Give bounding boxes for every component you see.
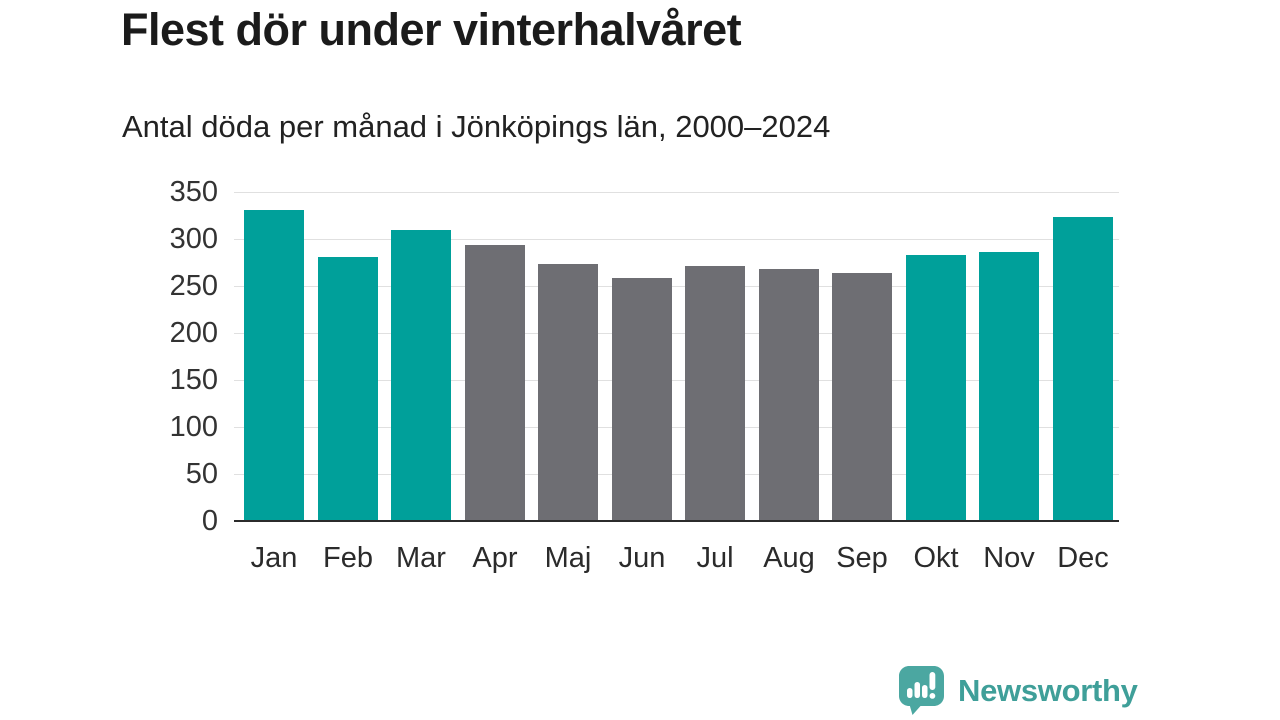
gridline-y250 [234, 286, 1119, 287]
x-axis-label-dec: Dec [1057, 542, 1109, 574]
bar-jul [685, 266, 745, 521]
bar-okt [906, 255, 966, 521]
newsworthy-logo: Newsworthy [898, 665, 1138, 720]
gridline-y350 [234, 192, 1119, 193]
bar-maj [538, 264, 598, 521]
x-axis-label-jul: Jul [696, 542, 734, 574]
gridline-y100 [234, 427, 1119, 428]
x-axis-line [234, 520, 1119, 522]
gridline-y200 [234, 333, 1119, 334]
gridline-y150 [234, 380, 1119, 381]
x-axis-label-nov: Nov [983, 542, 1035, 574]
y-axis-label: 200 [169, 317, 218, 349]
bar-mar [391, 230, 451, 521]
bar-dec [1053, 217, 1113, 521]
bar-jan [244, 210, 304, 521]
y-axis-label: 250 [169, 270, 218, 302]
y-axis-label: 150 [169, 364, 218, 396]
x-axis-label-sep: Sep [836, 542, 888, 574]
y-axis-label: 350 [169, 176, 218, 208]
gridline-y50 [234, 474, 1119, 475]
x-axis-label-maj: Maj [544, 542, 592, 574]
y-axis-label: 300 [169, 223, 218, 255]
x-axis-label-aug: Aug [763, 542, 815, 574]
bar-nov [979, 252, 1039, 521]
x-axis-label-mar: Mar [396, 542, 446, 574]
newsworthy-bubble-chart-icon [898, 665, 945, 720]
x-axis-label-jun: Jun [618, 542, 666, 574]
bar-feb [318, 257, 378, 521]
chart-subtitle: Antal döda per månad i Jönköpings län, 2… [122, 109, 831, 144]
x-axis-label-apr: Apr [472, 542, 518, 574]
x-axis-label-okt: Okt [913, 542, 959, 574]
x-axis-label-feb: Feb [323, 542, 373, 574]
bar-sep [832, 273, 892, 521]
bar-jun [612, 278, 672, 521]
bar-aug [759, 269, 819, 521]
gridline-y300 [234, 239, 1119, 240]
y-axis-label: 0 [201, 505, 218, 537]
x-axis-label-jan: Jan [250, 542, 298, 574]
y-axis-label: 100 [169, 411, 218, 443]
chart-title: Flest dör under vinterhalvåret [121, 4, 742, 55]
y-axis-label: 50 [185, 458, 218, 490]
newsworthy-wordmark: Newsworthy [958, 672, 1138, 708]
bar-apr [465, 245, 525, 521]
